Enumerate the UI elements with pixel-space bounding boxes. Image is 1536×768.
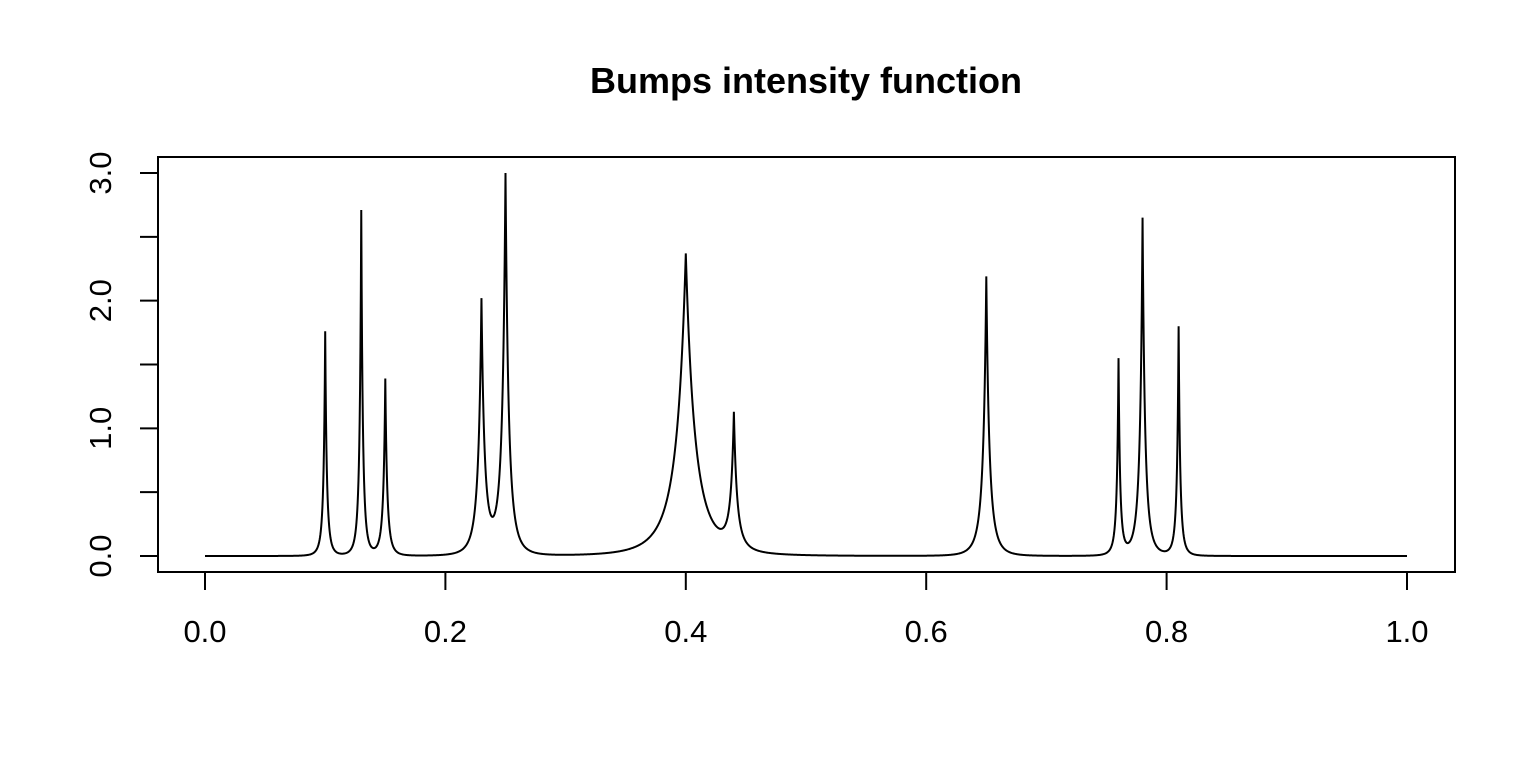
series-line-bumps <box>205 172 1407 557</box>
plot-frame <box>157 156 1456 573</box>
y-tick-label: 3.0 <box>83 151 118 194</box>
y-tick-label: 0.0 <box>83 534 118 577</box>
x-tick-label: 0.8 <box>1145 614 1188 649</box>
chart-title: Bumps intensity function <box>590 60 1022 101</box>
x-tick-label: 0.2 <box>424 614 467 649</box>
x-tick-label: 0.6 <box>905 614 948 649</box>
y-tick-label: 1.0 <box>83 407 118 450</box>
x-axis: 0.0 0.2 0.4 0.6 0.8 1.0 <box>183 571 1429 649</box>
x-tick-label: 1.0 <box>1385 614 1428 649</box>
y-tick-label: 2.0 <box>83 279 118 322</box>
x-tick-label: 0.0 <box>183 614 226 649</box>
x-tick-label: 0.4 <box>664 614 707 649</box>
y-axis: 0.0 1.0 2.0 3.0 <box>83 151 159 578</box>
